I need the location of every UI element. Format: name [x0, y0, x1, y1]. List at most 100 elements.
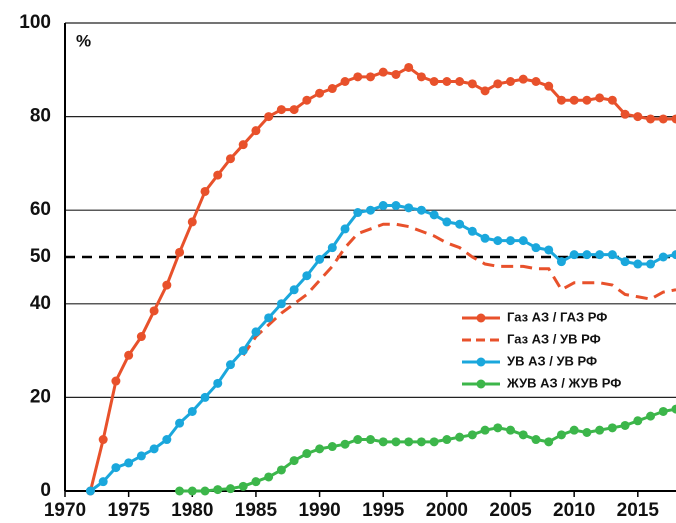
- legend-label: Газ АЗ / УВ РФ: [507, 331, 601, 346]
- marker: [493, 423, 503, 433]
- marker: [289, 456, 299, 466]
- marker: [289, 105, 299, 115]
- marker: [238, 346, 248, 356]
- marker: [225, 360, 235, 370]
- marker: [531, 77, 541, 86]
- marker: [620, 257, 630, 267]
- marker: [620, 109, 630, 119]
- y-tick-label: 40: [30, 293, 51, 314]
- marker: [327, 243, 337, 253]
- marker: [607, 95, 617, 105]
- x-tick-label: 2015: [617, 500, 660, 521]
- marker: [162, 280, 172, 290]
- marker: [506, 236, 516, 246]
- marker: [404, 62, 414, 72]
- marker: [620, 420, 630, 430]
- marker: [366, 435, 375, 445]
- marker: [607, 423, 617, 433]
- marker: [467, 430, 477, 440]
- marker: [569, 250, 579, 260]
- marker: [378, 437, 388, 447]
- marker: [569, 425, 579, 435]
- marker: [264, 112, 274, 122]
- marker: [480, 425, 490, 435]
- marker: [251, 126, 261, 136]
- marker: [429, 77, 439, 86]
- x-tick-label: 1995: [362, 500, 405, 521]
- marker: [149, 306, 159, 316]
- marker: [366, 205, 375, 215]
- marker: [658, 252, 668, 262]
- marker: [582, 250, 592, 260]
- marker: [136, 332, 146, 342]
- marker: [391, 69, 401, 79]
- marker: [404, 203, 414, 213]
- marker: [506, 77, 516, 86]
- marker: [302, 95, 312, 105]
- marker: [633, 112, 643, 122]
- series-line: [179, 407, 676, 493]
- marker: [480, 86, 490, 96]
- marker: [544, 437, 554, 447]
- marker: [455, 219, 465, 229]
- marker: [646, 411, 656, 421]
- y-axis-label: %: [76, 31, 91, 50]
- marker: [646, 259, 656, 269]
- marker: [595, 93, 605, 103]
- legend-label: ЖУВ АЗ / ЖУВ РФ: [506, 375, 621, 390]
- marker: [187, 486, 197, 496]
- marker: [276, 299, 286, 309]
- marker: [200, 486, 210, 496]
- marker: [429, 210, 439, 220]
- marker: [518, 236, 528, 246]
- marker: [264, 472, 274, 482]
- marker: [556, 257, 566, 267]
- marker: [646, 114, 656, 124]
- marker: [518, 430, 528, 440]
- marker: [455, 432, 465, 442]
- series-line: [89, 65, 676, 492]
- marker: [340, 439, 350, 449]
- marker: [213, 378, 223, 388]
- x-tick-label: 1975: [108, 500, 151, 521]
- marker: [442, 217, 452, 227]
- marker: [302, 449, 312, 459]
- marker: [467, 79, 477, 89]
- marker: [442, 77, 452, 86]
- marker: [671, 250, 676, 260]
- marker: [607, 250, 617, 260]
- marker: [327, 84, 337, 94]
- marker: [658, 114, 668, 124]
- legend-label: УВ АЗ / УВ РФ: [507, 353, 597, 368]
- marker: [124, 350, 134, 360]
- marker: [506, 425, 516, 435]
- y-tick-label: 0: [40, 480, 51, 501]
- marker: [85, 486, 95, 496]
- y-tick-label: 50: [30, 246, 51, 267]
- marker: [276, 465, 286, 475]
- marker: [327, 442, 337, 452]
- marker: [175, 247, 185, 257]
- marker: [595, 250, 605, 260]
- marker: [213, 485, 223, 495]
- marker: [429, 437, 439, 447]
- marker: [531, 435, 541, 445]
- marker: [251, 477, 261, 487]
- marker: [315, 88, 325, 98]
- marker: [378, 201, 388, 211]
- marker: [582, 428, 592, 437]
- x-tick-label: 1970: [44, 500, 86, 521]
- marker: [238, 140, 248, 150]
- y-tick-label: 100: [19, 12, 51, 33]
- marker: [98, 435, 108, 445]
- marker: [404, 437, 414, 447]
- marker: [556, 95, 566, 105]
- marker: [518, 74, 528, 84]
- marker: [416, 205, 426, 215]
- marker: [671, 404, 676, 414]
- marker: [238, 481, 248, 491]
- marker: [315, 254, 325, 264]
- marker: [251, 327, 261, 337]
- marker: [493, 79, 503, 89]
- marker: [569, 95, 579, 105]
